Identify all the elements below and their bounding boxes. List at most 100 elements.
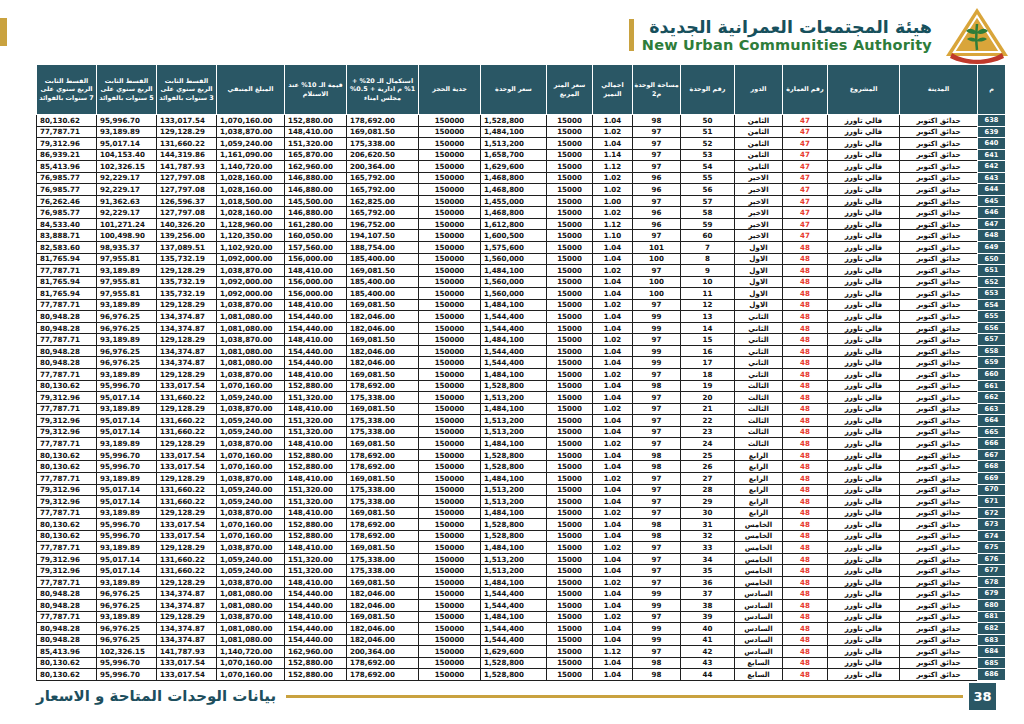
cell-unit: 30: [681, 507, 735, 519]
cell-area: 97: [633, 126, 681, 138]
cell-unit_price: 1,484,100: [481, 334, 547, 346]
cell-unit: 33: [681, 542, 735, 554]
cell-inst7: 79,312.96: [37, 553, 97, 565]
cell-premium: 1.04: [593, 669, 633, 681]
cell-premium: 1.04: [593, 461, 633, 473]
cell-unit: 22: [681, 415, 735, 427]
cell-price_m2: 15000: [547, 161, 593, 173]
cell-inst3: 134,374.87: [157, 322, 217, 334]
cell-serial: 646: [978, 207, 1006, 219]
cell-project: فالي تاورز: [828, 380, 900, 392]
cell-pct20: 178,692.00: [347, 530, 419, 542]
cell-unit: 25: [681, 449, 735, 461]
table-row: 679حدائق اكتوبرفالي تاورز48السادس37991.0…: [37, 588, 1006, 600]
cell-inst5: 93,189.89: [97, 265, 157, 277]
cell-serial: 657: [978, 334, 1006, 346]
page-number-badge: 38: [969, 683, 996, 710]
cell-pct10: 154,440.00: [285, 623, 347, 635]
cell-building: 47: [783, 161, 828, 173]
cell-unit: 53: [681, 149, 735, 161]
cell-remaining: 1,070,160.00: [217, 380, 285, 392]
table-row: 648حدائق اكتوبرفالي تاورز47الاخير60971.1…: [37, 230, 1006, 242]
cell-pct20: 175,338.00: [347, 565, 419, 577]
cell-premium: 1.04: [593, 345, 633, 357]
cell-serial: 658: [978, 345, 1006, 357]
cell-area: 99: [633, 634, 681, 646]
cell-pct10: 146,880.00: [285, 184, 347, 196]
cell-premium: 1.02: [593, 172, 633, 184]
cell-inst7: 80,948.28: [37, 345, 97, 357]
cell-inst5: 96,976.25: [97, 599, 157, 611]
cell-premium: 1.02: [593, 207, 633, 219]
cell-deposit: 150000: [419, 357, 481, 369]
cell-unit: 14: [681, 322, 735, 334]
cell-unit: 7: [681, 242, 735, 254]
cell-area: 97: [633, 334, 681, 346]
cell-premium: 1.02: [593, 472, 633, 484]
cell-unit_price: 1,484,100: [481, 126, 547, 138]
cell-pct20: 178,692.00: [347, 657, 419, 669]
cell-project: فالي تاورز: [828, 218, 900, 230]
cell-pct10: 148,410.00: [285, 576, 347, 588]
cell-serial: 673: [978, 519, 1006, 531]
cell-price_m2: 15000: [547, 311, 593, 323]
cell-inst7: 77,787.71: [37, 265, 97, 277]
cell-area: 99: [633, 311, 681, 323]
cell-price_m2: 15000: [547, 345, 593, 357]
cell-inst7: 77,787.71: [37, 576, 97, 588]
cell-pct10: 151,320.00: [285, 565, 347, 577]
cell-unit: 12: [681, 299, 735, 311]
cell-price_m2: 15000: [547, 357, 593, 369]
cell-inst3: 141,787.93: [157, 646, 217, 658]
cell-inst5: 95,996.70: [97, 380, 157, 392]
cell-unit_price: 1,544,400: [481, 599, 547, 611]
cell-unit: 39: [681, 611, 735, 623]
cell-building: 48: [783, 426, 828, 438]
cell-inst5: 102,326.15: [97, 646, 157, 658]
cell-deposit: 150000: [419, 345, 481, 357]
cell-remaining: 1,038,870.00: [217, 611, 285, 623]
cell-remaining: 1,038,870.00: [217, 334, 285, 346]
cell-remaining: 1,070,160.00: [217, 657, 285, 669]
cell-premium: 1.04: [593, 276, 633, 288]
cell-inst3: 129,128.29: [157, 611, 217, 623]
cell-price_m2: 15000: [547, 288, 593, 300]
cell-serial: 650: [978, 253, 1006, 265]
cell-area: 97: [633, 415, 681, 427]
cell-inst5: 92,229.17: [97, 184, 157, 196]
cell-pct10: 151,320.00: [285, 415, 347, 427]
cell-unit_price: 1,528,800: [481, 669, 547, 681]
cell-premium: 1.04: [593, 322, 633, 334]
column-header-deposit: جدية الحجز: [419, 65, 481, 115]
cell-pct10: 145,500.00: [285, 195, 347, 207]
cell-unit: 56: [681, 184, 735, 196]
cell-area: 98: [633, 519, 681, 531]
table-row: 670حدائق اكتوبرفالي تاورز48الرابع28971.0…: [37, 484, 1006, 496]
cell-price_m2: 15000: [547, 611, 593, 623]
table-row: 656حدائق اكتوبرفالي تاورز48الثاني14991.0…: [37, 322, 1006, 334]
cell-city: حدائق اكتوبر: [900, 542, 978, 554]
cell-inst7: 81,765.94: [37, 276, 97, 288]
cell-premium: 1.04: [593, 496, 633, 508]
cell-inst5: 100,498.90: [97, 230, 157, 242]
cell-inst3: 129,128.29: [157, 369, 217, 381]
cell-project: فالي تاورز: [828, 576, 900, 588]
cell-inst3: 127,797.08: [157, 207, 217, 219]
cell-pct10: 152,880.00: [285, 669, 347, 681]
cell-project: فالي تاورز: [828, 669, 900, 681]
cell-inst3: 135,732.19: [157, 276, 217, 288]
table-row: 649حدائق اكتوبرفالي تاورز48الاول71011.04…: [37, 242, 1006, 254]
cell-serial: 654: [978, 299, 1006, 311]
cell-remaining: 1,038,870.00: [217, 265, 285, 277]
cell-pct20: 175,338.00: [347, 553, 419, 565]
cell-floor: الاول: [735, 276, 783, 288]
cell-building: 48: [783, 392, 828, 404]
cell-pct10: 151,320.00: [285, 392, 347, 404]
cell-premium: 1.04: [593, 115, 633, 127]
cell-premium: 1.04: [593, 623, 633, 635]
cell-inst7: 80,130.62: [37, 530, 97, 542]
cell-city: حدائق اكتوبر: [900, 265, 978, 277]
cell-project: فالي تاورز: [828, 403, 900, 415]
cell-inst7: 79,312.96: [37, 415, 97, 427]
cell-project: فالي تاورز: [828, 415, 900, 427]
